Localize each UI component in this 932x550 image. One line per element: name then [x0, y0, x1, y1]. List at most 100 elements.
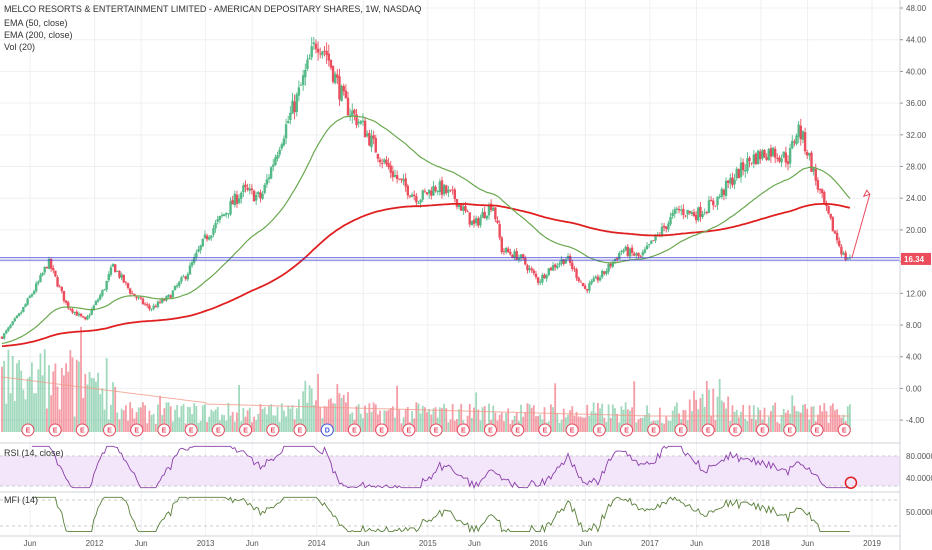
earnings-marker-30[interactable]: E [837, 423, 851, 437]
candle-53 [113, 264, 117, 273]
volume-bar-323 [690, 411, 693, 432]
candle-body-107 [229, 201, 232, 215]
candle-40 [86, 314, 89, 321]
legend-ema50[interactable]: EMA (50, close) [4, 18, 68, 28]
earnings-marker-5[interactable]: E [157, 423, 171, 437]
last-price-label: 16.34 [901, 252, 931, 265]
volume-bar-14 [31, 362, 33, 432]
candle-108 [231, 195, 234, 205]
earnings-marker-19[interactable]: E [538, 423, 552, 437]
rsi-label[interactable]: RSI (14, close) [4, 448, 64, 458]
candle-106 [227, 213, 230, 219]
earnings-marker-17[interactable]: E [483, 423, 497, 437]
candle-body-336 [718, 196, 721, 198]
earnings-marker-6[interactable]: E [184, 423, 198, 437]
mfi-label[interactable]: MFI (14) [4, 495, 38, 505]
candle-body-68 [146, 304, 149, 306]
earnings-marker-29[interactable]: E [810, 423, 824, 437]
candle-body-8 [17, 313, 21, 316]
candle-363 [776, 153, 779, 163]
volume-bar-360 [770, 411, 772, 432]
earnings-marker-0[interactable]: E [21, 423, 35, 437]
candle-159 [340, 84, 343, 102]
earnings-marker-1[interactable]: E [48, 423, 62, 437]
candle-body-55 [118, 270, 121, 278]
earnings-marker-circle-10 [293, 423, 307, 437]
time-tick-label-10: Jun [579, 539, 592, 548]
earnings-marker-15[interactable]: E [429, 423, 443, 437]
volume-bar-228 [488, 403, 490, 432]
legend-ema200[interactable]: EMA (200, close) [4, 30, 73, 40]
candle-328 [701, 210, 704, 220]
candle-body-144 [308, 58, 311, 60]
candle-body-205 [438, 181, 442, 192]
volume-bar-205 [438, 407, 441, 432]
candle-279 [596, 274, 600, 284]
earnings-marker-24[interactable]: E [674, 423, 688, 437]
candle-body-70 [150, 309, 153, 310]
volume-bar-17 [37, 369, 40, 432]
volume-bar-179 [383, 410, 386, 432]
candle-199 [425, 192, 429, 196]
earnings-marker-23[interactable]: E [647, 423, 661, 437]
earnings-marker-2[interactable]: E [75, 423, 89, 437]
candle-body-138 [295, 94, 298, 113]
earnings-marker-21[interactable]: E [592, 423, 606, 437]
earnings-marker-28[interactable]: E [783, 423, 797, 437]
earnings-marker-label-25: E [706, 428, 711, 435]
candle-344 [735, 166, 738, 181]
candle-body-346 [739, 162, 743, 178]
volume-bar-56 [120, 408, 123, 432]
earnings-marker-27[interactable]: E [756, 423, 770, 437]
volume-bar-27 [58, 409, 61, 432]
candle-body-193 [413, 194, 416, 196]
candle-body-383 [818, 188, 822, 191]
candle-119 [254, 191, 258, 206]
volume-bar-215 [460, 403, 463, 432]
volume-bar-203 [434, 407, 437, 432]
volume-bar-202 [432, 408, 435, 432]
volume-bar-136 [291, 405, 294, 432]
earnings-marker-label-16: E [461, 428, 466, 435]
volume-bar-52 [112, 382, 114, 432]
earnings-marker-10[interactable]: E [293, 423, 307, 437]
volume-bar-3 [7, 349, 10, 432]
candle-277 [592, 275, 595, 283]
earnings-marker-20[interactable]: E [565, 423, 579, 437]
earnings-marker-22[interactable]: E [620, 423, 634, 437]
volume-bar-313 [669, 420, 672, 432]
candle-144 [308, 54, 311, 60]
earnings-marker-7[interactable]: E [211, 423, 225, 437]
earnings-marker-12[interactable]: E [347, 423, 361, 437]
volume-bar-169 [362, 418, 364, 432]
candle-63 [135, 296, 138, 301]
earnings-marker-4[interactable]: E [130, 423, 144, 437]
earnings-marker-26[interactable]: E [728, 423, 742, 437]
earnings-marker-11[interactable]: D [320, 423, 334, 437]
earnings-marker-8[interactable]: E [239, 423, 253, 437]
earnings-marker-14[interactable]: E [402, 423, 416, 437]
candle-body-365 [780, 158, 783, 163]
candle-194 [415, 193, 418, 206]
candle-body-203 [434, 187, 437, 191]
candle-body-381 [814, 168, 817, 181]
candle-161 [344, 84, 348, 99]
earnings-marker-3[interactable]: E [103, 423, 117, 437]
volume-bar-327 [699, 398, 702, 432]
legend-vol[interactable]: Vol (20) [4, 42, 35, 52]
earnings-marker-25[interactable]: E [701, 423, 715, 437]
earnings-marker-16[interactable]: E [456, 423, 470, 437]
volume-bar-189 [404, 408, 407, 432]
earnings-marker-13[interactable]: E [375, 423, 389, 437]
candle-body-15 [32, 291, 36, 295]
volume-bar-246 [526, 403, 529, 432]
candle-391 [835, 229, 839, 244]
candle-135 [289, 106, 292, 125]
earnings-marker-18[interactable]: E [511, 423, 525, 437]
candle-222 [474, 215, 478, 227]
candle-209 [447, 185, 450, 198]
earnings-marker-9[interactable]: E [266, 423, 280, 437]
candle-body-110 [235, 194, 239, 204]
